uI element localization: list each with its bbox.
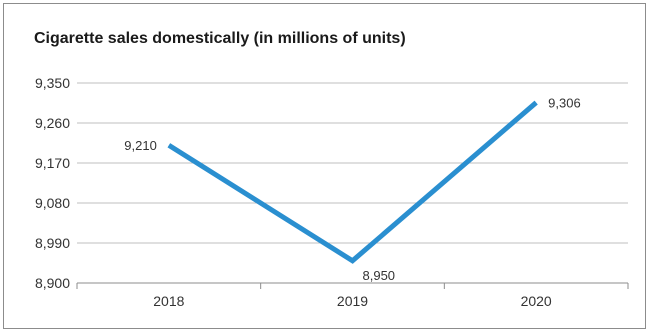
gridlines (77, 82, 628, 244)
chart-title: Cigarette sales domestically (in million… (34, 30, 406, 47)
x-axis-ticks: 2018 2019 2020 (153, 293, 552, 309)
series-line (167, 100, 538, 264)
data-labels: 9,210 8,950 9,306 (124, 96, 580, 283)
y-tick-label: 8,990 (35, 235, 70, 251)
y-tick-label: 9,080 (35, 195, 70, 211)
y-tick-label: 8,900 (35, 275, 70, 291)
x-tick-label: 2020 (521, 293, 552, 309)
y-tick-label: 9,170 (35, 155, 70, 171)
y-tick-label: 9,260 (35, 115, 70, 131)
axes (76, 282, 629, 289)
data-label: 9,306 (548, 96, 581, 111)
data-label: 8,950 (363, 268, 396, 283)
data-label: 9,210 (124, 138, 157, 153)
x-tick-label: 2018 (153, 293, 184, 309)
x-tick-label: 2019 (337, 293, 368, 309)
series-lines (167, 100, 538, 264)
chart-frame: Cigarette sales domestically (in million… (3, 3, 646, 329)
y-axis-ticks: 8,900 8,990 9,080 9,170 9,260 9,350 (35, 75, 70, 291)
y-tick-label: 9,350 (35, 75, 70, 91)
